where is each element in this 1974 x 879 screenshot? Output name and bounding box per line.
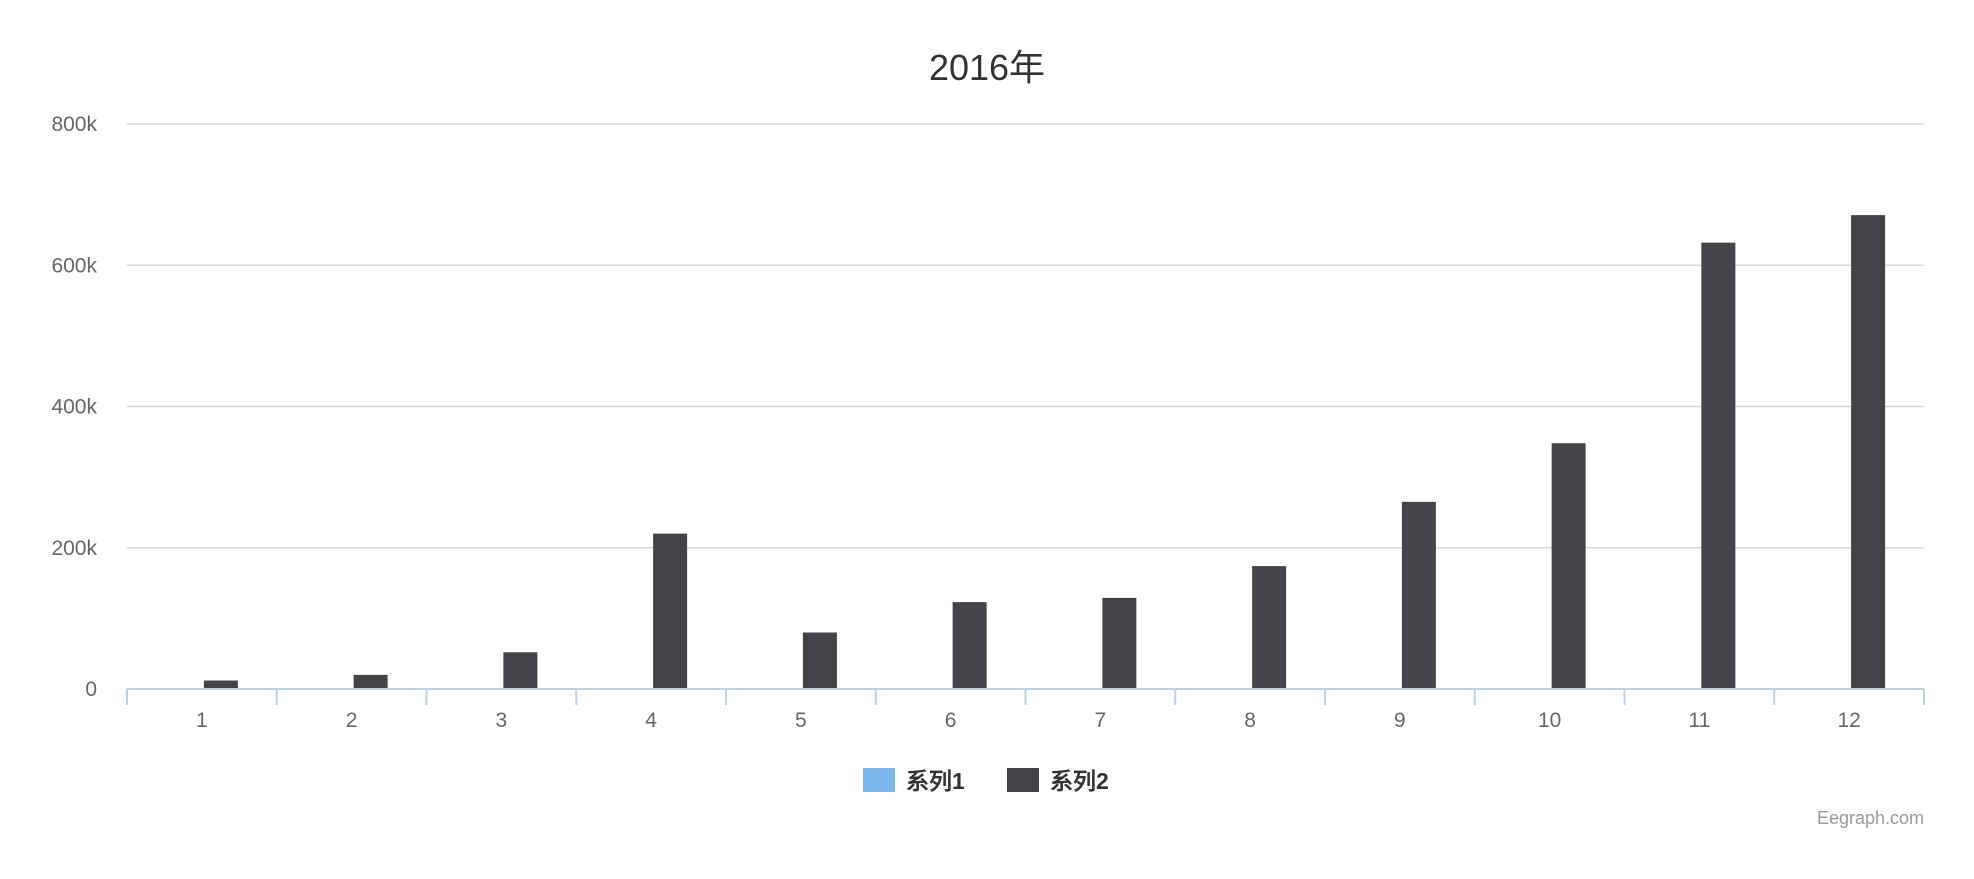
- x-tick-label: 12: [1837, 709, 1860, 732]
- x-tick-label: 11: [1688, 709, 1710, 732]
- x-tick-label: 5: [795, 709, 807, 732]
- bar-2-3[interactable]: [503, 652, 538, 689]
- x-tick-label: 1: [196, 709, 208, 732]
- credit-link[interactable]: Eegraph.com: [1817, 808, 1924, 828]
- x-tick-label: 6: [945, 709, 957, 732]
- y-tick-label: 0: [85, 678, 97, 701]
- bar-2-12[interactable]: [1851, 215, 1886, 689]
- chart-title: 2016年: [929, 47, 1045, 88]
- bar-2-2[interactable]: [353, 674, 388, 689]
- legend-item-series-1[interactable]: 系列1: [863, 768, 965, 794]
- bar-2-11[interactable]: [1701, 242, 1736, 689]
- legend-label: 系列2: [1050, 768, 1109, 794]
- x-tick-label: 2: [346, 709, 358, 732]
- y-tick-label: 800k: [51, 113, 97, 136]
- x-tick-label: 3: [496, 709, 508, 732]
- x-tick-label: 9: [1394, 709, 1406, 732]
- legend-label: 系列1: [906, 768, 965, 794]
- x-tick-label: 4: [645, 709, 657, 732]
- x-tick-label: 10: [1538, 709, 1561, 732]
- y-tick-label: 600k: [51, 254, 97, 277]
- bar-2-1[interactable]: [203, 680, 238, 689]
- y-axis: 0 200k 400k 600k 800k: [51, 113, 97, 701]
- bar-2-8[interactable]: [1252, 566, 1287, 689]
- legend-swatch: [1007, 768, 1039, 792]
- legend: 系列1 系列2: [863, 768, 1109, 794]
- x-tick-label: 8: [1244, 709, 1256, 732]
- x-tick-label: 7: [1095, 709, 1107, 732]
- bar-2-10[interactable]: [1551, 443, 1586, 689]
- legend-item-series-2[interactable]: 系列2: [1007, 768, 1109, 794]
- bar-2-6[interactable]: [952, 602, 987, 689]
- bar-2-9[interactable]: [1401, 501, 1436, 689]
- bar-2-4[interactable]: [653, 533, 688, 689]
- legend-swatch: [863, 768, 895, 792]
- y-tick-label: 200k: [51, 537, 97, 560]
- x-axis: 1 2 3 4 5 6 7 8 9 10 11 12: [126, 688, 1925, 732]
- y-tick-label: 400k: [51, 396, 97, 419]
- bar-2-5[interactable]: [802, 632, 837, 690]
- bars: [203, 215, 1886, 690]
- bar-2-7[interactable]: [1102, 597, 1137, 689]
- grid-lines: [127, 123, 1924, 549]
